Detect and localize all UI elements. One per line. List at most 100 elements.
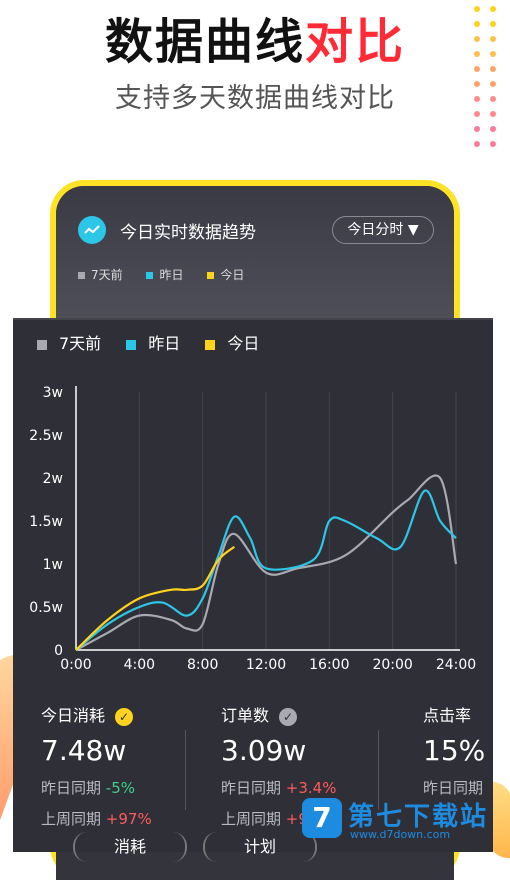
phone-legend: 7天前 昨日 今日 xyxy=(78,266,264,283)
decorative-dot xyxy=(474,126,480,132)
decorative-dot xyxy=(474,66,480,72)
phone-legend-item: 今日 xyxy=(207,268,244,282)
legend-swatch xyxy=(126,339,137,350)
decorative-dot xyxy=(490,126,496,132)
legend-swatch xyxy=(207,272,215,279)
legend-label: 7天前 xyxy=(91,268,123,282)
x-tick-label: 8:00 xyxy=(187,657,218,673)
site-watermark: 7 第七下载站 www.d7down.com xyxy=(302,798,502,844)
hero-title-main: 数据曲线 xyxy=(104,14,305,70)
stat-divider xyxy=(185,730,186,810)
chevron-down-icon: ▼ xyxy=(407,222,419,238)
stat-compare-yesterday: 昨日同期 -5% xyxy=(41,777,152,798)
chart-legend-item[interactable]: 7天前 xyxy=(37,334,101,353)
decorative-dot xyxy=(474,111,480,117)
stat-label-text: 今日消耗 xyxy=(41,706,106,725)
decorative-dot-grid xyxy=(470,0,504,160)
watermark-text: 第七下载站 xyxy=(348,802,489,832)
tab-spend[interactable]: 消耗 xyxy=(73,832,187,862)
legend-label: 今日 xyxy=(227,334,260,353)
trend-title: 今日实时数据趋势 xyxy=(120,223,256,243)
decorative-dot xyxy=(474,96,480,102)
y-tick-label: 3w xyxy=(43,385,63,401)
compare-value: +97% xyxy=(105,810,152,828)
decorative-dot xyxy=(490,111,496,117)
decorative-dot xyxy=(474,6,480,12)
hero-title-accent: 对比 xyxy=(305,14,406,70)
time-range-label: 今日分时 xyxy=(347,222,404,238)
y-tick-label: 2.5w xyxy=(29,428,63,444)
stat-ctr: 点击率 15% 昨日同期 xyxy=(423,702,485,798)
series-line-today xyxy=(75,545,236,651)
legend-swatch xyxy=(205,339,216,350)
legend-swatch xyxy=(78,272,85,279)
decorative-dot xyxy=(490,81,496,87)
chart-panel: 7天前 昨日 今日 0:00 4:00 8:00 12:00 16:00 20:00 24:… xyxy=(13,318,493,862)
watermark-url: www.d7down.com xyxy=(350,828,451,841)
decorative-dot xyxy=(474,21,480,27)
x-tick-label: 12:00 xyxy=(246,657,286,673)
x-tick-label: 4:00 xyxy=(124,657,155,673)
y-tick-label: 0 xyxy=(54,643,63,659)
stat-spend: 今日消耗 ✓ 7.48w 昨日同期 -5% 上周同期 +97% xyxy=(41,702,152,829)
tab-plan[interactable]: 计划 xyxy=(203,832,317,862)
compare-label: 上周同期 xyxy=(41,810,102,828)
decorative-dot xyxy=(474,81,480,87)
series-line-7days-ago xyxy=(75,474,458,651)
time-range-select[interactable]: 今日分时 ▼ xyxy=(332,216,434,244)
trend-line-chart: 0:00 4:00 8:00 12:00 16:00 20:00 24:00 0 0.5w 1w 1… xyxy=(29,385,476,673)
stat-label: 今日消耗 ✓ xyxy=(41,702,152,726)
x-tick-label: 20:00 xyxy=(372,657,412,673)
decorative-dot xyxy=(490,96,496,102)
legend-label: 昨日 xyxy=(148,334,181,353)
decorative-dot xyxy=(474,141,480,147)
legend-label: 今日 xyxy=(220,268,245,282)
stat-label: 订单数 ✓ xyxy=(221,702,336,726)
chart-legend-item[interactable]: 昨日 xyxy=(126,334,180,353)
check-icon: ✓ xyxy=(115,707,134,726)
compare-value: +3.4% xyxy=(285,779,337,797)
chart-legend-item[interactable]: 今日 xyxy=(205,334,259,353)
stat-label-text: 订单数 xyxy=(221,706,270,725)
compare-label: 昨日同期 xyxy=(221,779,282,797)
stat-divider xyxy=(378,730,379,810)
x-tick-label: 24:00 xyxy=(436,657,476,673)
decorative-dot xyxy=(490,36,496,42)
stat-value: 7.48w xyxy=(41,734,127,767)
stat-orders: 订单数✓ 3.09w 昨日同期 +3.4% 上周同期 +98 xyxy=(221,702,336,829)
x-tick-label: 16:00 xyxy=(309,657,349,673)
decorative-dot xyxy=(474,36,480,42)
stat-value: 15% xyxy=(423,734,486,767)
compare-label: 上周同期 xyxy=(221,810,282,828)
legend-label: 昨日 xyxy=(159,268,184,282)
decorative-dot xyxy=(490,6,496,12)
stat-compare-yesterday: 昨日同期 xyxy=(423,779,484,797)
watermark-badge: 7 xyxy=(302,798,342,838)
legend-swatch xyxy=(37,339,47,350)
stat-compare-yesterday: 昨日同期 +3.4% xyxy=(221,777,336,798)
phone-header: 今日实时数据趋势 今日分时 ▼ 7天前 昨日 今日 xyxy=(56,186,454,326)
stat-compare-lastweek: 上周同期 +97% xyxy=(41,808,152,829)
decorative-dot xyxy=(490,141,496,147)
hero-title: 数据曲线对比 xyxy=(0,2,510,72)
stat-label: 点击率 xyxy=(423,706,472,725)
stat-value: 3.09w xyxy=(221,734,307,767)
y-tick-label: 1w xyxy=(43,557,63,573)
phone-legend-item: 7天前 xyxy=(78,268,123,282)
compare-label: 昨日同期 xyxy=(41,779,102,797)
trend-chart-icon xyxy=(78,216,106,244)
x-tick-label: 0:00 xyxy=(60,657,91,673)
decorative-dot xyxy=(490,21,496,27)
chart-legend: 7天前 昨日 今日 xyxy=(37,330,279,354)
compare-value: -5% xyxy=(105,779,136,797)
y-tick-label: 0.5w xyxy=(29,600,63,616)
series-line-yesterday xyxy=(75,489,457,651)
y-tick-label: 2w xyxy=(43,471,63,487)
decorative-dot xyxy=(490,66,496,72)
decorative-dot xyxy=(490,51,496,57)
decorative-dot xyxy=(474,51,480,57)
y-tick-label: 1.5w xyxy=(29,514,63,530)
phone-legend-item: 昨日 xyxy=(146,268,183,282)
check-icon: ✓ xyxy=(279,707,298,726)
legend-label: 7天前 xyxy=(59,334,102,353)
